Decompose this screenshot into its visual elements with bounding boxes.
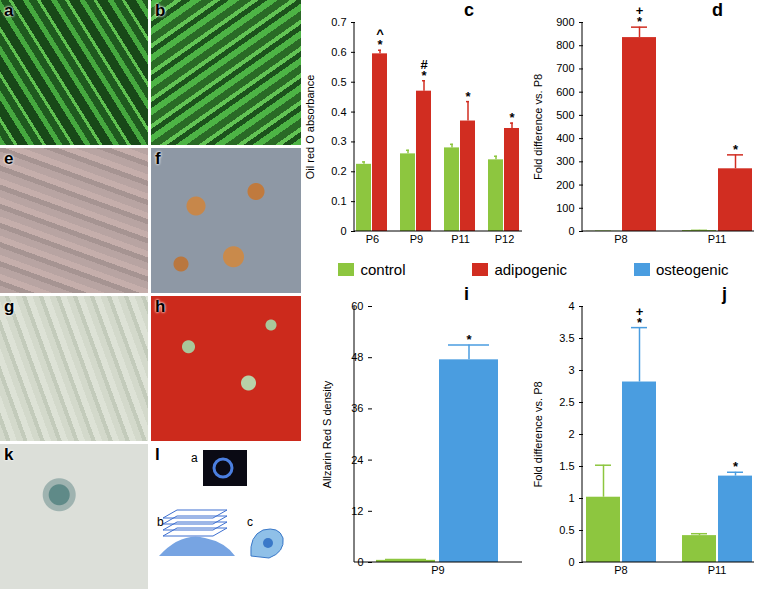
svg-text:4: 4 — [568, 300, 574, 312]
svg-text:a: a — [191, 451, 198, 465]
html-text:g: g — [4, 297, 15, 316]
html-text:k: k — [4, 445, 14, 464]
svg-text:400: 400 — [556, 132, 574, 144]
svg-text:Fold difference vs. P8: Fold difference vs. P8 — [532, 74, 544, 180]
svg-text:P8: P8 — [614, 233, 627, 245]
svg-text:0: 0 — [340, 225, 346, 237]
svg-text:100: 100 — [556, 202, 574, 214]
svg-text:0.1: 0.1 — [331, 195, 346, 207]
svg-text:800: 800 — [556, 39, 574, 51]
html-text:osteogenic: osteogenic — [655, 260, 729, 278]
svg-text:Allzarin Red S density: Allzarin Red S density — [321, 380, 333, 488]
svg-text:48: 48 — [351, 351, 363, 363]
svg-text:700: 700 — [556, 62, 574, 74]
svg-text:Oil red O absorbance: Oil red O absorbance — [304, 75, 316, 180]
svg-text:P11: P11 — [708, 233, 727, 245]
svg-text:2.5: 2.5 — [559, 396, 574, 408]
svg-text:600: 600 — [556, 86, 574, 98]
svg-text:#*: #* — [420, 57, 428, 83]
svg-text:0.7: 0.7 — [331, 16, 346, 28]
svg-text:2: 2 — [568, 428, 574, 440]
svg-text:24: 24 — [351, 454, 363, 466]
svg-text:*: * — [733, 142, 739, 157]
svg-text:P9: P9 — [410, 233, 423, 245]
html-text:adipogenic: adipogenic — [494, 260, 567, 278]
svg-text:200: 200 — [556, 179, 574, 191]
svg-text:3.5: 3.5 — [559, 332, 574, 344]
html-text:f: f — [155, 149, 161, 168]
html-text:e: e — [4, 149, 14, 168]
html-text:control: control — [360, 260, 406, 278]
svg-text:P11: P11 — [451, 233, 470, 245]
svg-text:+*: +* — [636, 3, 644, 29]
html-text:h: h — [155, 297, 166, 316]
html-text:d: d — [712, 0, 723, 20]
svg-text:P6: P6 — [366, 233, 379, 245]
svg-text:0.2: 0.2 — [331, 165, 346, 177]
svg-text:60: 60 — [351, 300, 363, 312]
svg-text:0.5: 0.5 — [559, 524, 574, 536]
svg-text:Fold difference vs. P8: Fold difference vs. P8 — [532, 381, 544, 487]
svg-text:0.3: 0.3 — [331, 135, 346, 147]
svg-text:0.5: 0.5 — [331, 76, 346, 88]
svg-text:500: 500 — [556, 109, 574, 121]
svg-text:12: 12 — [351, 505, 363, 517]
svg-text:1.5: 1.5 — [559, 460, 574, 472]
svg-text:0.4: 0.4 — [331, 106, 346, 118]
svg-text:b: b — [157, 515, 164, 529]
svg-text:300: 300 — [556, 155, 574, 167]
html-text:i: i — [464, 284, 469, 304]
svg-text:^*: ^* — [376, 26, 384, 52]
svg-text:*: * — [465, 89, 471, 104]
svg-text:P12: P12 — [495, 233, 515, 245]
svg-text:P11: P11 — [708, 564, 727, 576]
svg-text:P8: P8 — [614, 564, 627, 576]
html-text:j: j — [722, 284, 727, 304]
svg-text:P9: P9 — [431, 564, 444, 576]
svg-text:0: 0 — [568, 556, 574, 568]
svg-text:c: c — [247, 515, 253, 529]
html-text:c: c — [464, 0, 474, 20]
svg-text:36: 36 — [351, 402, 363, 414]
svg-text:*: * — [466, 332, 472, 347]
svg-text:1: 1 — [568, 492, 574, 504]
svg-text:900: 900 — [556, 16, 574, 28]
svg-text:*: * — [733, 459, 739, 474]
html-text:b: b — [155, 1, 166, 20]
svg-text:3: 3 — [568, 364, 574, 376]
html-text:a: a — [4, 1, 14, 20]
html-text:l: l — [155, 445, 160, 464]
svg-text:0: 0 — [568, 225, 574, 237]
svg-text:*: * — [509, 110, 515, 125]
svg-text:+*: +* — [636, 304, 644, 330]
svg-text:0: 0 — [357, 556, 364, 568]
svg-text:0.6: 0.6 — [331, 46, 346, 58]
